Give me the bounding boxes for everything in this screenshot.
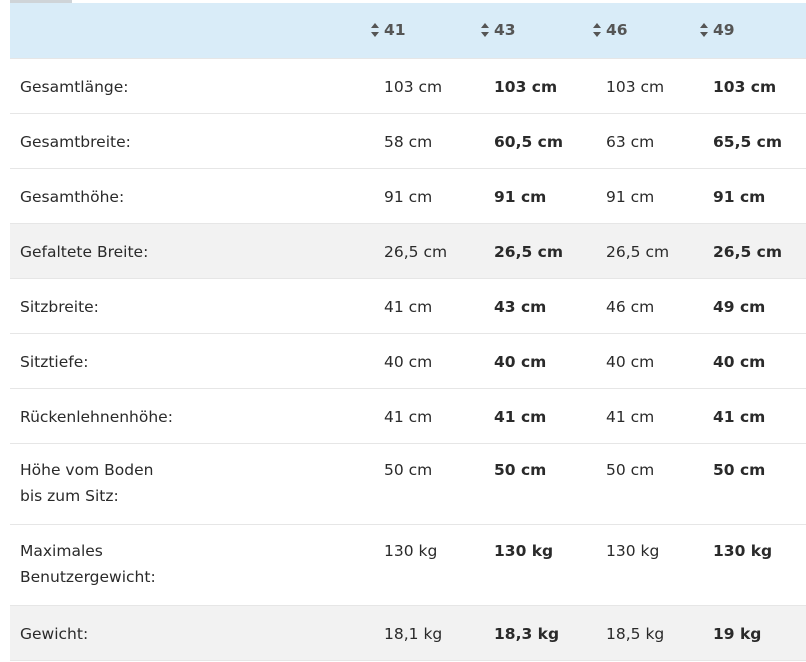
cell-value: 130 kg bbox=[713, 541, 773, 560]
cell-value: 41 cm bbox=[606, 407, 655, 426]
column-header-label: 43 bbox=[494, 21, 516, 40]
column-header-46[interactable]: 46 bbox=[606, 3, 713, 58]
cell-value: 18,3 kg bbox=[494, 624, 560, 643]
cell-value: 43 cm bbox=[494, 297, 547, 316]
cell-value: 40 cm bbox=[384, 352, 433, 371]
cell-value: 50 cm bbox=[606, 460, 655, 479]
row-label: Gesamtbreite: bbox=[20, 132, 131, 151]
cell-value: 130 kg bbox=[606, 541, 660, 560]
cell-value: 19 kg bbox=[713, 624, 762, 643]
cell-value: 130 kg bbox=[494, 541, 554, 560]
row-label: Rückenlehnenhöhe: bbox=[20, 407, 173, 426]
table-row: Rückenlehnenhöhe: 41 cm 41 cm 41 cm 41 c… bbox=[10, 388, 806, 443]
cell-value: 103 cm bbox=[713, 77, 777, 96]
row-label: Maximales Benutzergewicht: bbox=[10, 524, 384, 605]
sort-icon[interactable] bbox=[370, 22, 380, 38]
table-row: Maximales Benutzergewicht: 130 kg 130 kg… bbox=[10, 524, 806, 605]
row-label: Sitzbreite: bbox=[20, 297, 99, 316]
cell-value: 63 cm bbox=[606, 132, 655, 151]
column-header-43[interactable]: 43 bbox=[494, 3, 606, 58]
cell-value: 130 kg bbox=[384, 541, 438, 560]
cell-value: 26,5 cm bbox=[494, 242, 563, 261]
cell-value: 40 cm bbox=[494, 352, 547, 371]
cell-value: 103 cm bbox=[384, 77, 443, 96]
cell-value: 103 cm bbox=[494, 77, 558, 96]
cell-value: 26,5 cm bbox=[713, 242, 782, 261]
table-row: Sitztiefe: 40 cm 40 cm 40 cm 40 cm bbox=[10, 333, 806, 388]
cell-value: 41 cm bbox=[494, 407, 547, 426]
cell-value: 40 cm bbox=[713, 352, 766, 371]
row-label: Gewicht: bbox=[20, 624, 89, 643]
cell-value: 91 cm bbox=[494, 187, 547, 206]
column-header-41[interactable]: 41 bbox=[384, 3, 494, 58]
row-label: Höhe vom Boden bis zum Sitz: bbox=[10, 443, 384, 524]
row-label: Gefaltete Breite: bbox=[20, 242, 149, 261]
sort-icon[interactable] bbox=[592, 22, 602, 38]
row-label: Gesamthöhe: bbox=[20, 187, 125, 206]
cell-value: 58 cm bbox=[384, 132, 433, 151]
cell-value: 65,5 cm bbox=[713, 132, 782, 151]
cell-value: 50 cm bbox=[494, 460, 547, 479]
row-label-line: Benutzergewicht: bbox=[20, 567, 156, 586]
cell-value: 103 cm bbox=[606, 77, 665, 96]
top-divider bbox=[10, 0, 72, 3]
table-row: Gefaltete Breite: 26,5 cm 26,5 cm 26,5 c… bbox=[10, 223, 806, 278]
cell-value: 40 cm bbox=[606, 352, 655, 371]
table-row: Sitzbreite: 41 cm 43 cm 46 cm 49 cm bbox=[10, 278, 806, 333]
table-row: Gesamtbreite: 58 cm 60,5 cm 63 cm 65,5 c… bbox=[10, 113, 806, 168]
column-header-label: 49 bbox=[713, 21, 735, 40]
cell-value: 50 cm bbox=[713, 460, 766, 479]
table-row: Höhe vom Boden bis zum Sitz: 50 cm 50 cm… bbox=[10, 443, 806, 524]
cell-value: 60,5 cm bbox=[494, 132, 563, 151]
cell-value: 49 cm bbox=[713, 297, 766, 316]
cell-value: 50 cm bbox=[384, 460, 433, 479]
row-label-line: Höhe vom Boden bbox=[20, 460, 154, 479]
row-label: Gesamtlänge: bbox=[20, 77, 129, 96]
row-label: Sitztiefe: bbox=[20, 352, 89, 371]
cell-value: 41 cm bbox=[384, 297, 433, 316]
header-label-cell bbox=[10, 3, 384, 58]
cell-value: 41 cm bbox=[384, 407, 433, 426]
cell-value: 26,5 cm bbox=[606, 242, 670, 261]
cell-value: 26,5 cm bbox=[384, 242, 448, 261]
cell-value: 18,5 kg bbox=[606, 624, 665, 643]
sort-icon[interactable] bbox=[699, 22, 709, 38]
row-label-line: bis zum Sitz: bbox=[20, 486, 119, 505]
cell-value: 91 cm bbox=[606, 187, 655, 206]
cell-value: 91 cm bbox=[384, 187, 433, 206]
sort-icon[interactable] bbox=[480, 22, 490, 38]
table-row: Gesamthöhe: 91 cm 91 cm 91 cm 91 cm bbox=[10, 168, 806, 223]
column-header-49[interactable]: 49 bbox=[713, 3, 806, 58]
table-row: Gewicht: 18,1 kg 18,3 kg 18,5 kg 19 kg bbox=[10, 605, 806, 660]
cell-value: 18,1 kg bbox=[384, 624, 443, 643]
table-header-row: 41 43 46 49 bbox=[10, 3, 806, 58]
column-header-label: 41 bbox=[384, 21, 406, 40]
cell-value: 91 cm bbox=[713, 187, 766, 206]
spec-table: 41 43 46 49 Gesamt bbox=[10, 3, 806, 661]
column-header-label: 46 bbox=[606, 21, 628, 40]
cell-value: 41 cm bbox=[713, 407, 766, 426]
row-label-line: Maximales bbox=[20, 541, 103, 560]
cell-value: 46 cm bbox=[606, 297, 655, 316]
table-row: Gesamtlänge: 103 cm 103 cm 103 cm 103 cm bbox=[10, 58, 806, 113]
